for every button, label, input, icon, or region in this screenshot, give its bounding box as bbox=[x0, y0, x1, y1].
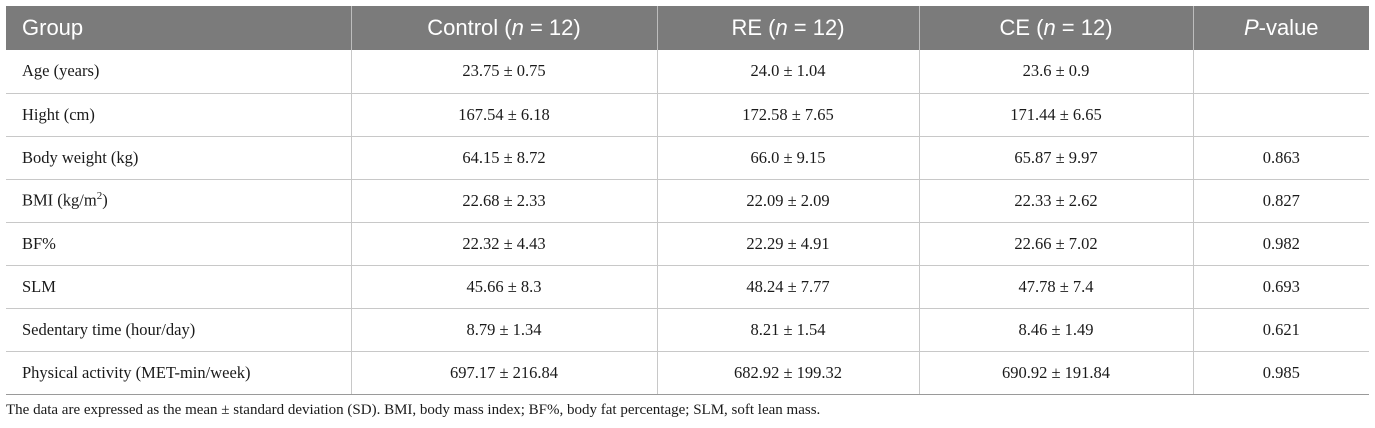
row-label: Sedentary time (hour/day) bbox=[6, 308, 352, 352]
cell-re: 22.29 ± 4.91 bbox=[657, 222, 920, 266]
cell-re: 48.24 ± 7.77 bbox=[657, 265, 920, 309]
header-re: RE (n = 12) bbox=[657, 6, 920, 50]
cell-ce: 171.44 ± 6.65 bbox=[919, 93, 1194, 137]
cell-p-value: 0.985 bbox=[1193, 351, 1369, 395]
header-p-value: P-value bbox=[1243, 15, 1319, 40]
cell-re: 66.0 ± 9.15 bbox=[657, 136, 920, 180]
row-label: Body weight (kg) bbox=[6, 136, 352, 180]
baseline-characteristics-table: Group Control (n = 12) RE (n = 12) CE (n… bbox=[6, 6, 1369, 395]
row-label: SLM bbox=[6, 265, 352, 309]
cell-control: 64.15 ± 8.72 bbox=[351, 136, 658, 180]
cell-p-value: 0.827 bbox=[1193, 179, 1369, 223]
row-label: Physical activity (MET-min/week) bbox=[6, 351, 352, 395]
cell-p-value bbox=[1193, 50, 1369, 94]
table-row: SLM 45.66 ± 8.3 48.24 ± 7.77 47.78 ± 7.4… bbox=[6, 265, 1369, 309]
cell-control: 8.79 ± 1.34 bbox=[351, 308, 658, 352]
cell-control: 45.66 ± 8.3 bbox=[351, 265, 658, 309]
cell-re: 682.92 ± 199.32 bbox=[657, 351, 920, 395]
header-ce: CE (n = 12) bbox=[919, 6, 1194, 50]
cell-control: 697.17 ± 216.84 bbox=[351, 351, 658, 395]
cell-control: 22.32 ± 4.43 bbox=[351, 222, 658, 266]
cell-ce: 690.92 ± 191.84 bbox=[919, 351, 1194, 395]
cell-ce: 65.87 ± 9.97 bbox=[919, 136, 1194, 180]
cell-re: 8.21 ± 1.54 bbox=[657, 308, 920, 352]
row-label: BF% bbox=[6, 222, 352, 266]
row-label: BMI (kg/m2) bbox=[6, 179, 352, 223]
header-group: Group bbox=[6, 6, 352, 50]
cell-p-value bbox=[1193, 93, 1369, 137]
row-label: Hight (cm) bbox=[6, 93, 352, 137]
table-row: Sedentary time (hour/day) 8.79 ± 1.34 8.… bbox=[6, 308, 1369, 352]
cell-control: 23.75 ± 0.75 bbox=[351, 50, 658, 94]
cell-re: 24.0 ± 1.04 bbox=[657, 50, 920, 94]
cell-p-value: 0.982 bbox=[1193, 222, 1369, 266]
table-row: BMI (kg/m2) 22.68 ± 2.33 22.09 ± 2.09 22… bbox=[6, 179, 1369, 223]
cell-re: 22.09 ± 2.09 bbox=[657, 179, 920, 223]
table-row: Physical activity (MET-min/week) 697.17 … bbox=[6, 351, 1369, 395]
table-row: BF% 22.32 ± 4.43 22.29 ± 4.91 22.66 ± 7.… bbox=[6, 222, 1369, 266]
table-row: Body weight (kg) 64.15 ± 8.72 66.0 ± 9.1… bbox=[6, 136, 1369, 180]
cell-p-value: 0.621 bbox=[1193, 308, 1369, 352]
table-header-row: Group Control (n = 12) RE (n = 12) CE (n… bbox=[6, 6, 1369, 50]
header-control: Control (n = 12) bbox=[351, 6, 658, 50]
cell-ce: 22.33 ± 2.62 bbox=[919, 179, 1194, 223]
cell-control: 167.54 ± 6.18 bbox=[351, 93, 658, 137]
cell-control: 22.68 ± 2.33 bbox=[351, 179, 658, 223]
table-row: Age (years) 23.75 ± 0.75 24.0 ± 1.04 23.… bbox=[6, 50, 1369, 94]
cell-re: 172.58 ± 7.65 bbox=[657, 93, 920, 137]
cell-ce: 23.6 ± 0.9 bbox=[919, 50, 1194, 94]
row-label: Age (years) bbox=[6, 50, 352, 94]
cell-p-value: 0.863 bbox=[1193, 136, 1369, 180]
cell-ce: 8.46 ± 1.49 bbox=[919, 308, 1194, 352]
cell-p-value: 0.693 bbox=[1193, 265, 1369, 309]
data-table-container: Group Control (n = 12) RE (n = 12) CE (n… bbox=[6, 6, 1369, 395]
table-row: Hight (cm) 167.54 ± 6.18 172.58 ± 7.65 1… bbox=[6, 93, 1369, 137]
cell-ce: 47.78 ± 7.4 bbox=[919, 265, 1194, 309]
table-footnote: The data are expressed as the mean ± sta… bbox=[6, 402, 821, 418]
cell-ce: 22.66 ± 7.02 bbox=[919, 222, 1194, 266]
